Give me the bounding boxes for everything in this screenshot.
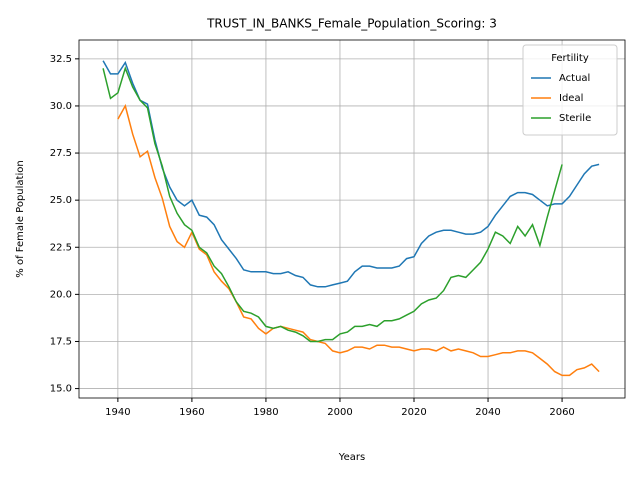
y-tick-label: 32.5 <box>50 54 72 65</box>
legend-title: Fertility <box>551 53 589 64</box>
x-tick-label: 2040 <box>475 407 500 418</box>
legend-box <box>522 44 618 136</box>
y-tick-label: 25.0 <box>50 195 72 206</box>
x-tick-label: 2000 <box>327 407 352 418</box>
y-tick-label: 17.5 <box>50 336 72 347</box>
x-tick-label: 1960 <box>179 407 204 418</box>
y-axis-label: % of Female Population <box>15 160 26 277</box>
x-tick-label: 2060 <box>549 407 574 418</box>
legend-label: Sterile <box>559 113 591 124</box>
y-tick-label: 15.0 <box>50 384 72 395</box>
x-tick-label: 1940 <box>105 407 130 418</box>
y-tick-label: 20.0 <box>50 289 72 300</box>
y-tick-label: 22.5 <box>50 242 72 253</box>
chart-title: TRUST_IN_BANKS_Female_Population_Scoring… <box>206 17 497 31</box>
x-tick-label: 2020 <box>401 407 426 418</box>
plot-frame <box>78 39 626 399</box>
y-tick-label: 30.0 <box>50 101 72 112</box>
x-axis-label: Years <box>338 452 365 463</box>
legend-label: Actual <box>559 73 590 84</box>
line <box>117 103 600 377</box>
line <box>102 60 600 288</box>
x-tick-label: 1980 <box>253 407 278 418</box>
y-tick-label: 27.5 <box>50 148 72 159</box>
line <box>102 66 563 343</box>
legend-label: Ideal <box>559 93 583 104</box>
